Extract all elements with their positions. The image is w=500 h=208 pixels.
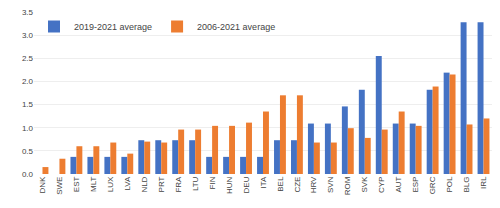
svg-text:LUX: LUX [106, 176, 115, 192]
svg-text:CZE: CZE [293, 177, 302, 193]
svg-text:3.5: 3.5 [22, 8, 34, 17]
svg-text:HUN: HUN [225, 176, 234, 194]
svg-text:2.0: 2.0 [22, 77, 34, 86]
svg-text:FRA: FRA [174, 176, 183, 193]
svg-text:LVA: LVA [123, 176, 132, 191]
svg-text:CYP: CYP [377, 177, 386, 193]
svg-text:SVK: SVK [360, 176, 369, 193]
svg-text:BEL: BEL [276, 176, 285, 192]
svg-text:2006-2021 average: 2006-2021 average [197, 22, 275, 32]
svg-text:2.5: 2.5 [22, 54, 34, 63]
svg-text:ESP: ESP [411, 177, 420, 193]
svg-text:BLG: BLG [462, 177, 471, 193]
svg-text:LTU: LTU [191, 176, 200, 191]
svg-text:ROM: ROM [343, 176, 352, 195]
svg-text:SVN: SVN [326, 176, 335, 193]
svg-text:HRV: HRV [309, 176, 318, 193]
svg-text:GRC: GRC [428, 176, 437, 194]
svg-text:0.5: 0.5 [22, 147, 34, 156]
svg-text:AUT: AUT [394, 176, 403, 192]
svg-text:EST: EST [72, 176, 81, 192]
svg-text:1.5: 1.5 [22, 100, 34, 109]
svg-text:DNK: DNK [38, 176, 47, 194]
svg-text:POL: POL [445, 176, 454, 193]
svg-text:1.0: 1.0 [22, 124, 34, 133]
svg-text:3.0: 3.0 [22, 31, 34, 40]
svg-text:DEU: DEU [242, 176, 251, 193]
svg-text:FIN: FIN [208, 176, 217, 189]
svg-text:PRT: PRT [157, 176, 166, 192]
svg-text:MLT: MLT [89, 176, 98, 192]
svg-text:0.0: 0.0 [22, 170, 34, 179]
svg-text:ITA: ITA [259, 176, 268, 189]
svg-text:IRL: IRL [479, 176, 488, 189]
svg-text:SWE: SWE [55, 177, 64, 195]
svg-text:NLD: NLD [140, 176, 149, 192]
svg-text:2019-2021 average: 2019-2021 average [74, 22, 152, 32]
